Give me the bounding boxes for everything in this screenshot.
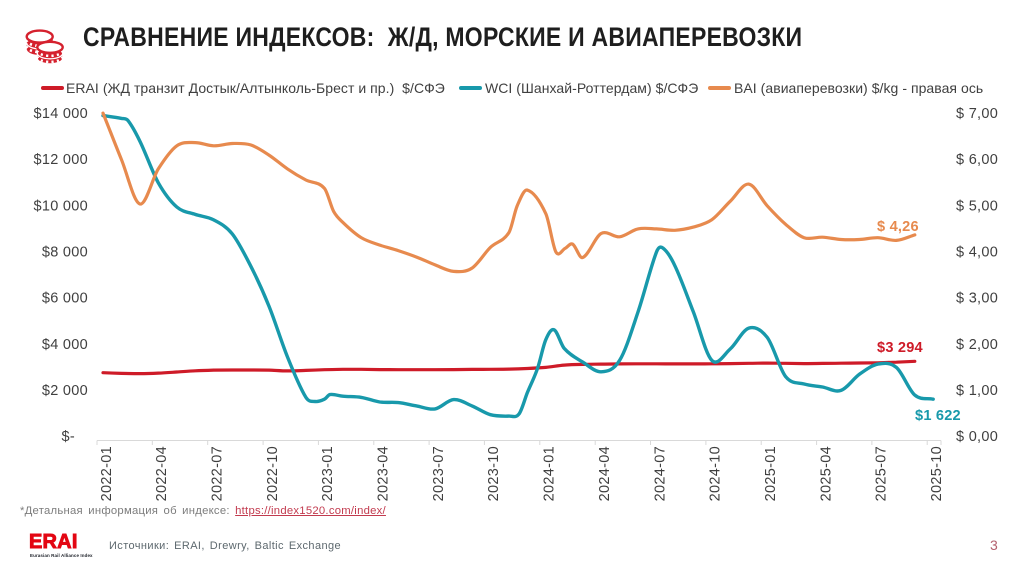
svg-text:2022-07: 2022-07: [210, 446, 226, 501]
svg-text:2022-01: 2022-01: [99, 446, 115, 501]
svg-text:2023-01: 2023-01: [320, 446, 336, 501]
svg-text:2025-07: 2025-07: [874, 446, 890, 501]
svg-text:$14 000: $14 000: [33, 106, 88, 122]
svg-text:2024-04: 2024-04: [597, 446, 613, 501]
svg-text:$12 000: $12 000: [33, 152, 88, 168]
svg-text:2023-07: 2023-07: [431, 446, 447, 501]
svg-text:$ 3,00: $ 3,00: [956, 291, 998, 307]
svg-text:$2 000: $2 000: [42, 383, 88, 399]
svg-text:$1 622: $1 622: [915, 408, 961, 424]
svg-text:2024-01: 2024-01: [542, 446, 558, 501]
svg-text:2024-10: 2024-10: [708, 446, 724, 501]
svg-text:$ 4,00: $ 4,00: [956, 245, 998, 261]
svg-text:$ 6,00: $ 6,00: [956, 152, 998, 168]
svg-text:2023-04: 2023-04: [376, 446, 392, 501]
svg-text:$10 000: $10 000: [33, 198, 88, 214]
svg-text:$6 000: $6 000: [42, 291, 88, 307]
svg-text:$ 5,00: $ 5,00: [956, 198, 998, 214]
svg-text:$-: $-: [62, 429, 88, 445]
svg-text:2025-01: 2025-01: [763, 446, 779, 501]
svg-text:2022-04: 2022-04: [154, 446, 170, 501]
svg-text:$ 2,00: $ 2,00: [956, 337, 998, 353]
svg-text:$4 000: $4 000: [42, 337, 88, 353]
svg-text:2023-10: 2023-10: [486, 446, 502, 501]
svg-text:2025-04: 2025-04: [818, 446, 834, 501]
svg-text:$3 294: $3 294: [877, 340, 924, 356]
svg-text:$ 7,00: $ 7,00: [956, 106, 998, 122]
svg-text:$ 1,00: $ 1,00: [956, 383, 998, 399]
svg-text:$ 4,26: $ 4,26: [877, 219, 919, 235]
svg-text:2022-10: 2022-10: [265, 446, 281, 501]
svg-text:$ 0,00: $ 0,00: [956, 429, 998, 445]
svg-text:2025-10: 2025-10: [929, 446, 945, 501]
svg-text:$8 000: $8 000: [42, 245, 88, 261]
svg-text:2024-07: 2024-07: [652, 446, 668, 501]
